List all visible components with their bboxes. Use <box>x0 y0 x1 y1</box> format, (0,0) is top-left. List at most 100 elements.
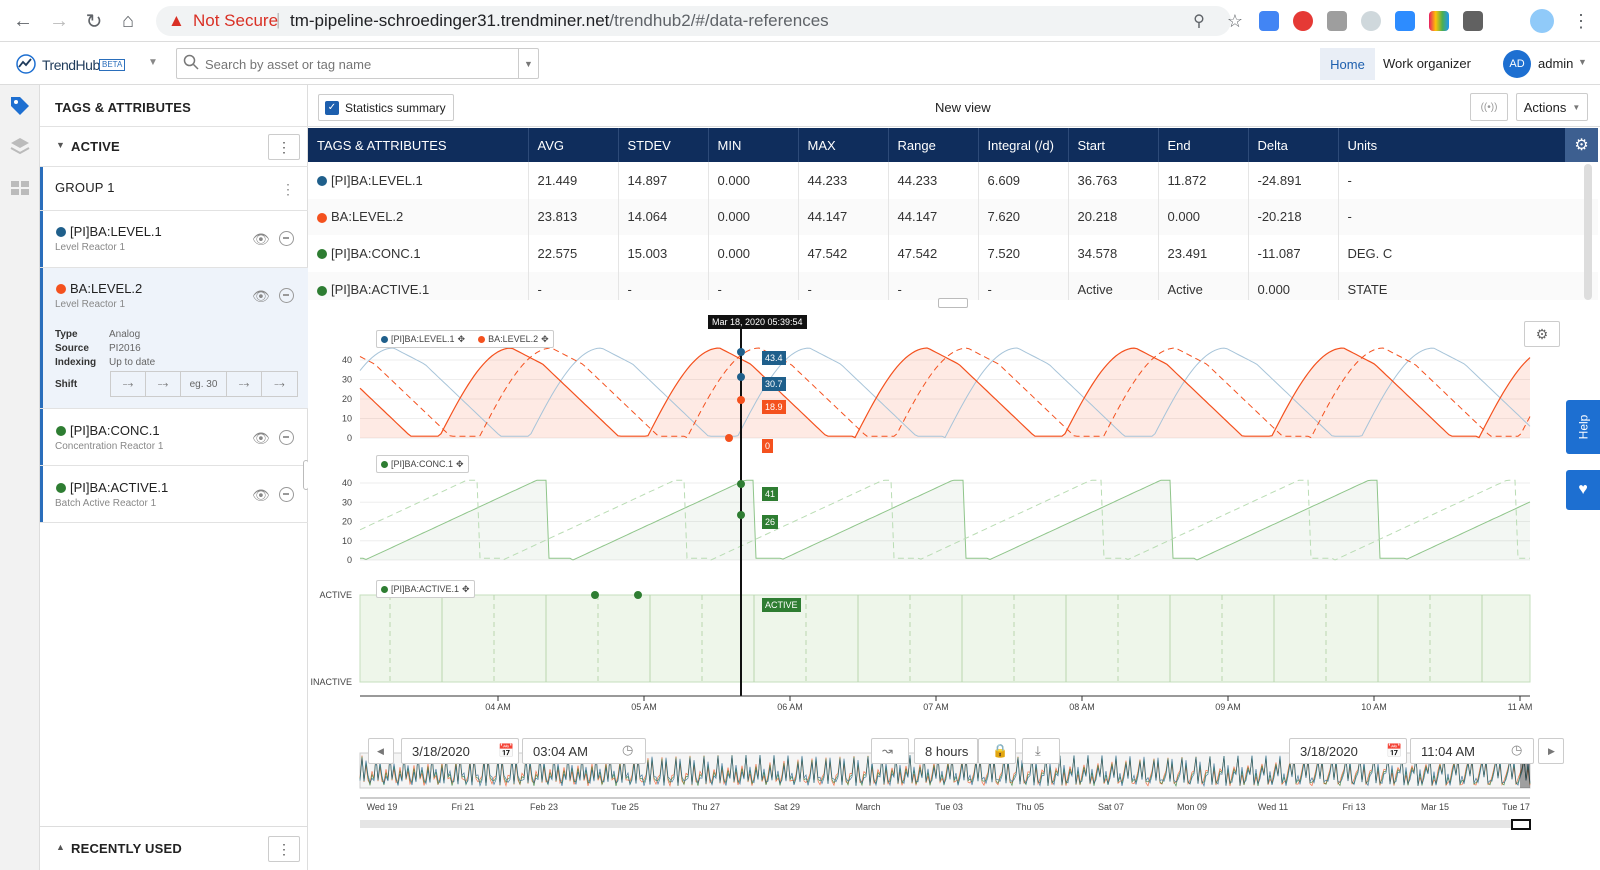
menu-kebab-icon[interactable]: ⋮ <box>1572 10 1590 31</box>
move-icon[interactable]: ✥ <box>462 583 470 594</box>
section-kebab-icon[interactable]: ⋮ <box>268 134 300 160</box>
warning-icon[interactable]: ▲ <box>168 11 185 30</box>
remove-icon[interactable] <box>279 487 294 502</box>
back-icon[interactable]: ← <box>13 9 33 32</box>
shift-back-far-icon[interactable]: ⤍ <box>111 372 146 396</box>
calendar-icon[interactable]: 📅 <box>498 743 515 758</box>
user-name[interactable]: admin <box>1538 56 1574 71</box>
section-active-label[interactable]: ACTIVE <box>71 139 120 154</box>
column-header[interactable]: End <box>1158 128 1249 162</box>
avatar[interactable]: AD <box>1503 50 1531 78</box>
eye-icon[interactable]: 👁 <box>252 288 270 304</box>
table-row[interactable]: [PI]BA:LEVEL.1 21.449 14.897 0.000 44.233 44.… <box>308 162 1598 199</box>
table-settings-gear-icon[interactable]: ⚙ <box>1565 128 1598 162</box>
legend-chip[interactable]: [PI]BA:ACTIVE.1 ✥ <box>376 580 475 598</box>
translate-extension-icon[interactable] <box>1259 11 1279 31</box>
eye-icon[interactable]: 👁 <box>252 430 270 446</box>
tag-name[interactable]: [PI]BA:LEVEL.1 <box>70 224 162 239</box>
recently-used-label[interactable]: RECENTLY USED <box>71 841 182 856</box>
column-header[interactable]: Integral (/d) <box>978 128 1069 162</box>
column-header[interactable]: Start <box>1068 128 1159 162</box>
briefcase-extension-icon[interactable] <box>1327 11 1347 31</box>
table-resize-handle[interactable] <box>938 298 968 308</box>
forward-icon[interactable]: → <box>49 9 69 32</box>
calendar-icon[interactable]: 📅 <box>1386 743 1403 758</box>
end-time-field[interactable]: 11:04 AM <box>1410 738 1534 764</box>
column-header[interactable]: Units <box>1338 128 1598 162</box>
not-secure-label[interactable]: Not Secure <box>193 11 279 30</box>
eye-icon[interactable]: 👁 <box>252 231 270 247</box>
clock-icon[interactable]: ◷ <box>622 742 634 757</box>
trend-chart[interactable]: 40 30 20 10 0 40 30 20 10 0 ACTIVE INACTIVE 04 AM 05 … <box>308 308 1600 870</box>
column-header[interactable]: Delta <box>1248 128 1339 162</box>
column-header[interactable]: STDEV <box>618 128 709 162</box>
shift-forward-far-icon[interactable]: ⤍ <box>274 378 285 390</box>
start-time-field[interactable]: 03:04 AM <box>522 738 646 764</box>
legend-chip[interactable]: [PI]BA:LEVEL.1 ✥ BA:LEVEL.2 ✥ <box>376 330 554 348</box>
zoom-extension-icon[interactable] <box>1395 11 1415 31</box>
home-icon[interactable]: ⌂ <box>121 9 135 32</box>
grammarly-extension-icon[interactable] <box>1463 11 1483 31</box>
search-input[interactable] <box>205 54 505 74</box>
heart-icon[interactable]: ♥ <box>1566 470 1600 510</box>
actions-button[interactable]: Actions ▼ <box>1516 93 1588 121</box>
overview-scroll-thumb[interactable] <box>1511 819 1531 830</box>
end-date-field[interactable]: 3/18/2020 <box>1289 738 1407 764</box>
eye-icon[interactable]: 👁 <box>252 487 270 503</box>
tag-icon[interactable] <box>8 94 32 118</box>
shift-back-icon[interactable]: ⤍ <box>146 372 181 396</box>
search-box[interactable] <box>176 48 539 79</box>
tag-name[interactable]: BA:LEVEL.2 <box>70 281 143 296</box>
snowflake-extension-icon[interactable] <box>1361 11 1381 31</box>
start-date-field[interactable]: 3/18/2020 <box>401 738 519 764</box>
checkbox-checked-icon[interactable]: ✓ <box>325 100 339 115</box>
tag-name[interactable]: [PI]BA:ACTIVE.1 <box>70 480 169 495</box>
statistics-summary-toggle[interactable]: ✓ Statistics summary <box>318 94 454 121</box>
group-kebab-icon[interactable]: ⋮ <box>281 181 295 197</box>
address-bar[interactable] <box>156 6 1231 36</box>
column-header[interactable]: MAX <box>798 128 889 162</box>
group-row[interactable] <box>40 167 308 210</box>
layers-icon[interactable] <box>8 135 32 159</box>
tag-name[interactable]: [PI]BA:CONC.1 <box>70 423 160 438</box>
url-text[interactable]: tm-pipeline-schroedinger31.trendminer.ne… <box>290 11 829 31</box>
expand-chevron-icon[interactable]: ▲ <box>56 842 65 852</box>
logo-text[interactable]: TrendHub <box>42 57 100 73</box>
profile-icon[interactable] <box>1530 9 1554 33</box>
shift-forward-icon[interactable]: ⤍ <box>227 372 262 396</box>
user-menu-chevron-icon[interactable]: ▼ <box>1578 57 1587 67</box>
move-icon[interactable]: ✥ <box>456 458 464 469</box>
next-period-icon[interactable]: ▶ <box>1538 738 1564 764</box>
recent-kebab-icon[interactable]: ⋮ <box>268 836 300 862</box>
star-icon[interactable]: ☆ <box>1226 10 1244 31</box>
table-row[interactable]: [PI]BA:ACTIVE.1- - - - - - Active Active 0.000 ST… <box>308 271 1598 300</box>
remove-icon[interactable] <box>279 231 294 246</box>
lock-icon[interactable]: 🔒 <box>978 738 1016 764</box>
table-row[interactable]: [PI]BA:CONC.1 22.575 15.003 0.000 47.542 47.5… <box>308 235 1598 272</box>
dashboard-icon[interactable] <box>8 176 32 200</box>
group-label[interactable]: GROUP 1 <box>55 180 115 195</box>
palette-extension-icon[interactable] <box>1429 11 1449 31</box>
tag-row[interactable] <box>40 211 308 267</box>
legend-chip[interactable]: [PI]BA:CONC.1 ✥ <box>376 455 469 473</box>
table-scrollbar[interactable] <box>1584 164 1592 300</box>
reload-icon[interactable]: ↻ <box>85 10 103 33</box>
column-header[interactable]: TAGS & ATTRIBUTES <box>308 128 529 162</box>
remove-icon[interactable] <box>279 288 294 303</box>
overview-selection[interactable] <box>1520 753 1530 788</box>
view-name[interactable]: New view <box>935 100 991 115</box>
nav-home[interactable]: Home <box>1320 48 1375 80</box>
prev-period-icon[interactable]: ◀ <box>368 738 394 764</box>
download-icon[interactable]: ⤓ <box>1022 738 1060 764</box>
collapse-chevron-icon[interactable]: ▼ <box>56 140 65 150</box>
tag-row[interactable] <box>40 409 308 465</box>
remove-icon[interactable] <box>279 430 294 445</box>
move-icon[interactable]: ✥ <box>541 333 549 344</box>
chart-type-icon[interactable]: ↝ <box>871 738 909 764</box>
chart-settings-gear-icon[interactable]: ⚙ <box>1524 321 1560 347</box>
nav-work-organizer[interactable]: Work organizer <box>1383 56 1471 71</box>
clock-icon[interactable]: ◷ <box>1511 742 1523 757</box>
shift-input[interactable]: eg. 30 <box>181 372 227 396</box>
column-header[interactable]: AVG <box>528 128 619 162</box>
search-dropdown-chevron-icon[interactable]: ▼ <box>518 49 538 78</box>
